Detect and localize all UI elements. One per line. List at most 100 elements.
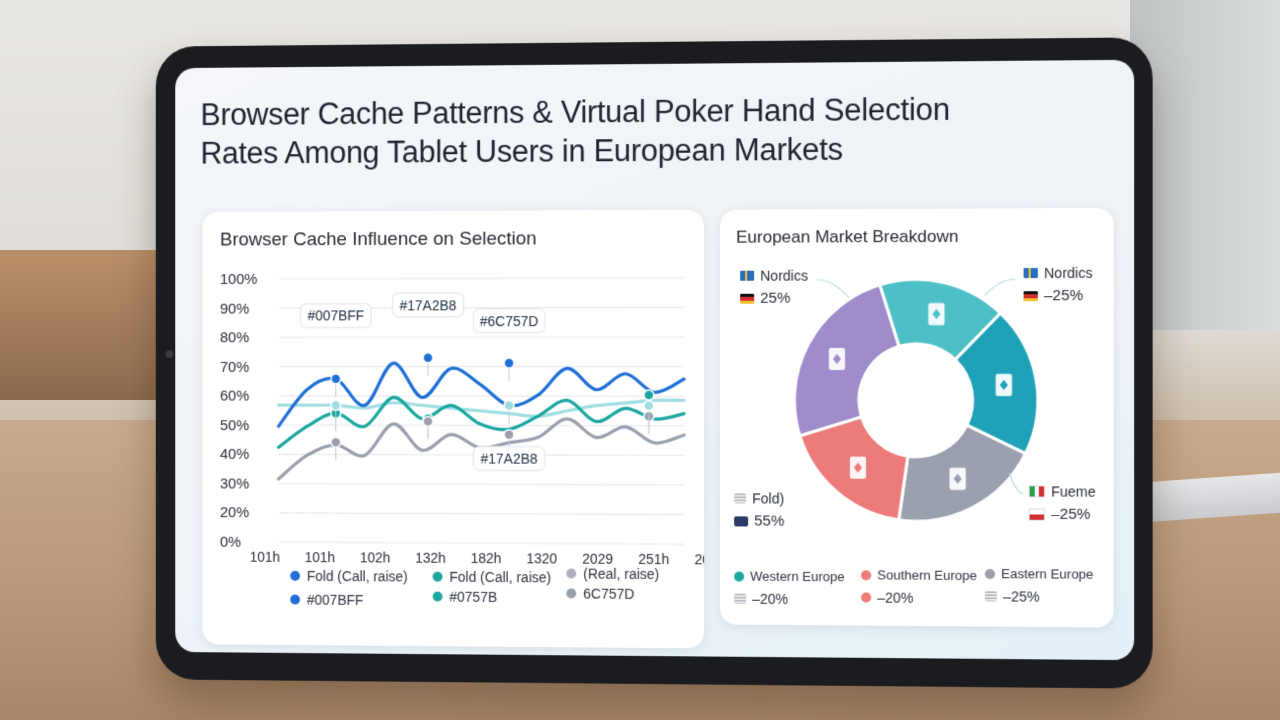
x-tick-label: 1320	[526, 550, 557, 566]
line-chart: 100%90%80%70%60%50%40%30%20%0% 101h 101h 1…	[220, 272, 704, 568]
legend-item[interactable]: Western Europe	[734, 568, 845, 585]
data-point	[423, 416, 433, 426]
y-tick-label: 80%	[220, 330, 249, 346]
x-tick-label: 132h	[415, 550, 446, 566]
annotation-box	[393, 293, 464, 317]
database-icon	[984, 591, 998, 602]
legend-item[interactable]: Southern Europe	[861, 567, 977, 583]
x-tick-label: 2029	[582, 551, 613, 567]
legend-label: (Real, raise)	[583, 565, 660, 583]
legend-value-text: –20%	[877, 589, 914, 606]
annotation-label: #6C757D	[480, 313, 539, 329]
callout-fold-label: Fold)	[734, 490, 784, 507]
legend-item[interactable]: Eastern Europe	[984, 566, 1094, 582]
page-title: Browser Cache Patterns & Virtual Poker H…	[200, 91, 950, 171]
legend-item[interactable]: (Real, raise)	[566, 565, 660, 583]
annotation-box	[473, 446, 544, 470]
legend-label: Fold (Call, raise)	[449, 568, 552, 586]
poland-flag-icon	[1028, 508, 1046, 521]
legend-label: Eastern Europe	[1001, 566, 1094, 582]
legend-value: –20%	[861, 589, 914, 606]
y-tick-label: 0%	[220, 535, 241, 551]
legend-swatch-icon	[734, 571, 745, 582]
data-point	[331, 400, 341, 410]
legend-value: –25%	[984, 588, 1040, 605]
data-point	[504, 358, 514, 368]
y-tick-label: 60%	[220, 389, 249, 405]
chart-markers	[331, 353, 655, 461]
data-point	[504, 401, 514, 411]
card-shape	[995, 373, 1013, 397]
background-shelf	[0, 250, 170, 400]
callout-nordics-right-label: Nordics	[1023, 264, 1093, 282]
x-axis-ticks: 101h 101h 102h 132h 182h 1320 2029 251h 2026	[250, 549, 704, 568]
poker-chip-icon	[734, 515, 749, 526]
annotation-tag: #007BFF	[301, 304, 372, 328]
data-point	[643, 389, 655, 401]
chart-annotations: #007BFF #17A2B8 #6C757D #17A2B8	[301, 293, 545, 471]
callout-nordics-right-value: –25%	[1023, 287, 1083, 304]
callout-text: 55%	[754, 512, 785, 530]
legend-item[interactable]: Fold (Call, raise)	[432, 568, 552, 586]
leader-line	[817, 280, 849, 298]
camera-icon	[165, 350, 174, 359]
line-chart-legend: Fold (Call, raise) Fold (Call, raise) (R…	[290, 565, 686, 630]
data-point	[331, 408, 341, 418]
x-tick-label: 101h	[250, 549, 280, 565]
legend-swatch-icon	[566, 568, 577, 579]
sweden-flag-icon	[1023, 267, 1038, 279]
legend-label: #0757B	[449, 588, 498, 605]
annotation-tag: #6C757D	[473, 309, 544, 333]
legend-swatch-icon	[984, 568, 996, 579]
x-tick-label: 251h	[638, 551, 669, 567]
donut-slice	[794, 285, 899, 436]
playing-card-icon	[828, 347, 846, 370]
y-tick-label: 30%	[220, 476, 249, 492]
legend-swatch-icon	[432, 591, 443, 602]
legend-swatch-icon	[861, 569, 872, 580]
tablet-device: Browser Cache Patterns & Virtual Poker H…	[155, 37, 1153, 689]
card-shape	[828, 347, 846, 370]
annotation-label: #007BFF	[308, 308, 364, 324]
legend-swatch-icon	[566, 588, 577, 599]
donut-legend: Western Europe –20% Southern Europe –20%…	[734, 565, 1109, 618]
legend-label: Western Europe	[750, 568, 845, 585]
callout-text: Nordics	[760, 267, 808, 284]
germany-flag-icon	[740, 293, 755, 304]
x-tick-label: 102h	[360, 549, 391, 565]
database-icon	[734, 593, 747, 604]
donut-chart-card: European Market Breakdown Nordics 25% No…	[720, 207, 1114, 628]
legend-value: –20%	[734, 591, 788, 607]
callout-nordics-label: Nordics	[740, 268, 808, 284]
line-chart-card: Browser Cache Influence on Selection 100…	[202, 209, 705, 649]
callout-fold-value: 55%	[734, 512, 785, 530]
legend-item[interactable]: Fold (Call, raise)	[290, 567, 408, 585]
donut-chart	[720, 208, 1114, 553]
legend-swatch-icon	[432, 571, 443, 582]
data-point	[643, 399, 655, 412]
y-axis-ticks: 100% 90% 80% 70% 60% 50% 40% 30% 20% 0%	[220, 272, 257, 551]
y-tick-label: 100%	[220, 272, 257, 288]
legend-label: #007BFF	[306, 591, 364, 608]
leader-line	[985, 279, 1016, 295]
legend-label: Fold (Call, raise)	[306, 567, 408, 585]
callout-fueme-value: –25%	[1028, 506, 1090, 523]
legend-item[interactable]: #007BFF	[290, 592, 363, 608]
legend-swatch-icon	[290, 594, 301, 605]
card-shape	[928, 302, 945, 326]
callout-text: Nordics	[1043, 264, 1093, 282]
legend-item[interactable]: 6C757D	[566, 585, 635, 602]
tablet-screen: Browser Cache Patterns & Virtual Poker H…	[175, 59, 1135, 661]
annotation-tag: #17A2B8	[473, 446, 544, 470]
annotation-label: #17A2B8	[481, 450, 538, 466]
callout-text: 25%	[760, 289, 791, 307]
playing-card-icon	[995, 373, 1013, 397]
legend-label: 6C757D	[583, 585, 635, 602]
playing-card-icon	[849, 456, 867, 479]
y-tick-label: 90%	[220, 301, 249, 317]
data-point	[423, 353, 433, 363]
playing-card-icon	[949, 467, 966, 490]
callout-nordics-value: 25%	[740, 290, 790, 307]
grid-line	[279, 278, 684, 279]
legend-item[interactable]: #0757B	[432, 588, 498, 605]
